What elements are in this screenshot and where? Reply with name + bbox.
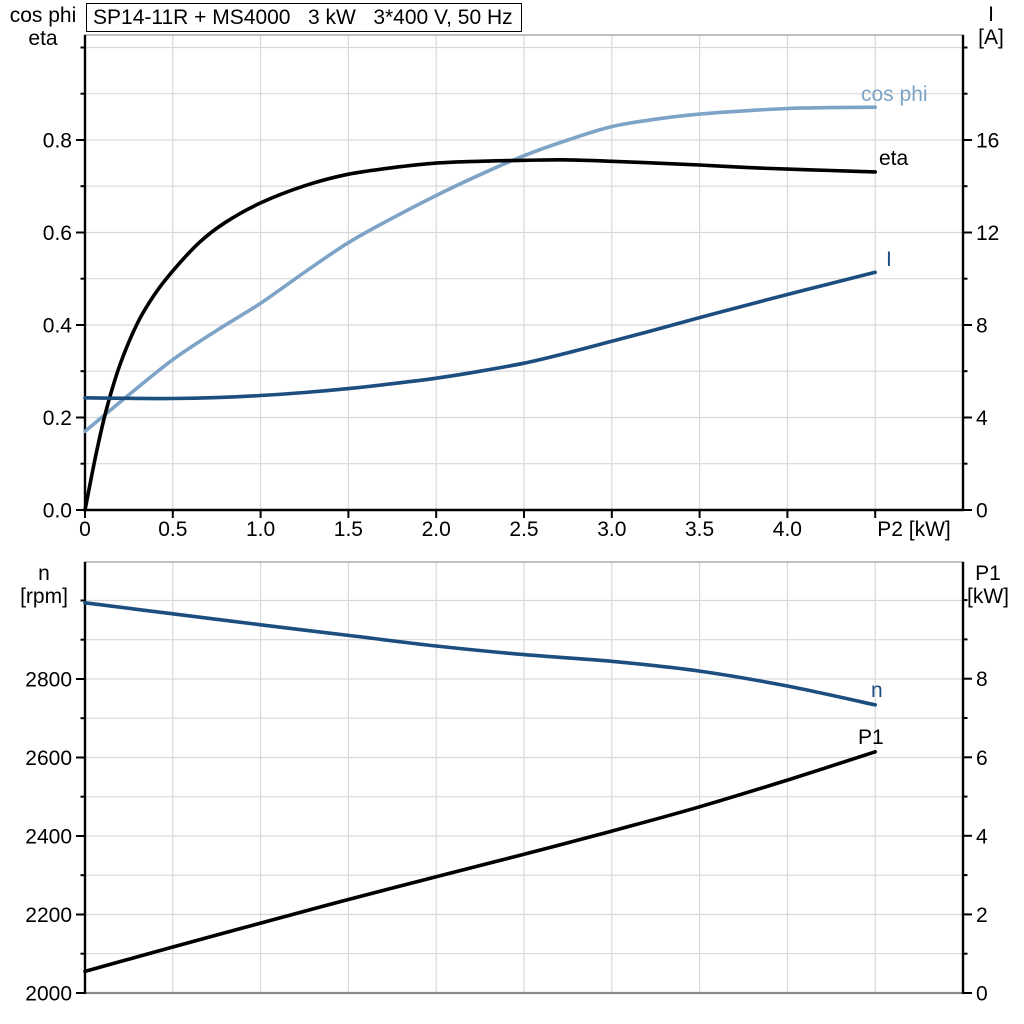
chart-title: SP14-11R + MS4000 3 kW 3*400 V, 50 Hz	[93, 6, 513, 29]
left-tick-label: 2400	[25, 826, 72, 849]
plot-frame	[83, 561, 965, 995]
right-tick-label: 12	[976, 222, 999, 245]
x-tick-label: 0.5	[158, 518, 187, 541]
upper-right-axis-title: I [A]	[962, 3, 1020, 49]
right-tick-label: 6	[976, 747, 988, 770]
current-axis-label: I	[988, 3, 994, 26]
axis-ticks-and-labels: 0.0 0.2 0.4 0.6 0.8 0 4 8 12 16 0 0.5 1.0 1.5 2.0 2.5 3.…	[43, 46, 999, 541]
x-tick-label: 1.0	[246, 518, 275, 541]
lower-chart: 2000 2200 2400 2600 2800 0 2 4 6 8 n P1	[25, 561, 988, 1006]
chart-title-box: SP14-11R + MS4000 3 kW 3*400 V, 50 Hz	[86, 3, 522, 32]
x-tick-label: 4.0	[773, 518, 802, 541]
series-cos-phi: cos phi	[83, 83, 928, 434]
p1-unit-label: [kW]	[967, 585, 1009, 608]
left-tick-label: 2800	[25, 669, 72, 692]
x-axis-label: P2 [kW]	[877, 518, 951, 541]
curve-cos-phi	[83, 105, 877, 434]
left-tick-label: 0.6	[43, 222, 72, 245]
x-tick-label: 0	[79, 518, 91, 541]
series-I: I	[83, 248, 892, 401]
curve-n	[83, 601, 877, 707]
gridlines	[85, 35, 963, 510]
right-tick-label: 2	[976, 904, 988, 927]
left-tick-label: 0.2	[43, 407, 72, 430]
gridlines	[85, 562, 963, 993]
left-tick-label: 2600	[25, 747, 72, 770]
lower-left-axis-title: n [rpm]	[8, 562, 80, 608]
x-tick-label: 3.5	[685, 518, 714, 541]
curve-label-cos-phi: cos phi	[861, 83, 928, 106]
x-tick-label: 2.5	[509, 518, 538, 541]
curve-label-eta: eta	[879, 147, 909, 170]
upper-left-axis-title: cos phi eta	[4, 4, 82, 50]
right-tick-label: 4	[976, 407, 988, 430]
right-tick-label: 8	[976, 668, 988, 691]
x-tick-label: 3.0	[597, 518, 626, 541]
lower-right-axis-title: P1 [kW]	[956, 562, 1020, 608]
x-tick-label: 2.0	[422, 518, 451, 541]
curve-label-n: n	[871, 679, 883, 702]
left-tick-label: 0.0	[43, 500, 72, 523]
curve-I	[83, 270, 877, 401]
left-tick-label: 0.8	[43, 130, 72, 153]
cos-phi-axis-label: cos phi	[9, 4, 77, 27]
speed-axis-label: n	[38, 562, 50, 585]
left-tick-label: 0.4	[43, 315, 73, 338]
axis-ticks-and-labels: 2000 2200 2400 2600 2800 0 2 4 6 8	[25, 599, 988, 1006]
right-tick-label: 4	[976, 825, 988, 848]
current-unit-label: [A]	[978, 26, 1004, 49]
eta-axis-label: eta	[28, 27, 58, 50]
series-n: n	[83, 601, 883, 707]
curve-P1	[83, 750, 877, 974]
curve-label-P1: P1	[858, 726, 884, 749]
left-tick-label: 2000	[25, 983, 72, 1006]
left-tick-label: 2200	[25, 904, 72, 927]
right-tick-label: 0	[976, 500, 988, 523]
right-tick-label: 0	[976, 983, 988, 1006]
speed-unit-label: [rpm]	[20, 585, 68, 608]
series-P1: P1	[83, 726, 884, 974]
x-tick-label: 1.5	[334, 518, 363, 541]
curve-eta	[83, 158, 877, 512]
right-tick-label: 8	[976, 315, 988, 338]
p1-axis-label: P1	[975, 562, 1001, 585]
upper-chart: 0.0 0.2 0.4 0.6 0.8 0 4 8 12 16 0 0.5 1.0 1.5 2.0 2.5 3.…	[43, 34, 999, 541]
right-tick-label: 16	[976, 130, 999, 153]
series-eta: eta	[83, 147, 909, 512]
curve-label-I: I	[886, 248, 892, 271]
